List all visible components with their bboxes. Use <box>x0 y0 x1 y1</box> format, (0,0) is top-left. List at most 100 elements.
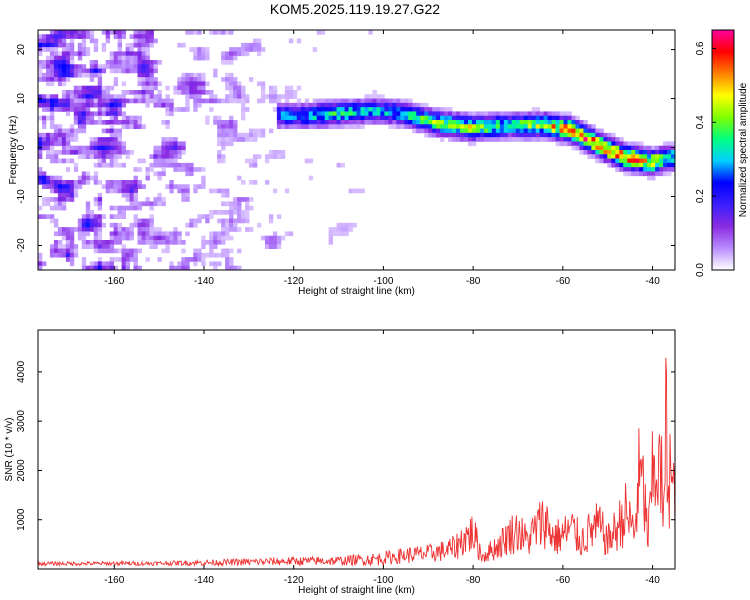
heatmap-cell <box>149 34 154 39</box>
heatmap-cell <box>113 115 119 121</box>
heatmap-cell <box>643 158 648 164</box>
heatmap-cell <box>101 248 107 254</box>
heatmap-cell <box>61 141 67 147</box>
heatmap-cell <box>237 51 242 57</box>
heatmap-cell <box>229 141 234 147</box>
heatmap-cell <box>252 154 258 159</box>
heatmap-cell <box>651 158 656 164</box>
heatmap-cell <box>292 102 298 108</box>
heatmap-cell <box>97 235 103 241</box>
heatmap-cell <box>73 145 79 151</box>
heatmap-cell <box>193 218 198 224</box>
heatmap-cell <box>487 124 493 129</box>
heatmap-cell <box>245 210 250 215</box>
heatmap-cell <box>193 248 198 254</box>
heatmap-cell <box>292 94 298 99</box>
heatmap-cell <box>392 120 397 125</box>
heatmap-cell <box>420 102 425 108</box>
heatmap-cell <box>519 120 525 125</box>
heatmap-cell <box>388 98 393 104</box>
heatmap-cell <box>117 150 123 155</box>
heatmap-cell <box>221 154 226 159</box>
heatmap-cell <box>65 128 71 134</box>
heatmap-cell <box>440 128 445 134</box>
heatmap-cell <box>93 214 99 219</box>
heatmap-cell <box>595 132 600 138</box>
heatmap-cell <box>93 102 99 108</box>
heatmap-cell <box>193 261 198 267</box>
heatmap-cell <box>483 124 489 129</box>
heatmap-cell <box>205 55 210 61</box>
heatmap-cell <box>113 231 119 237</box>
heatmap-cell <box>181 257 186 262</box>
heatmap-cell <box>567 124 572 129</box>
heatmap-cell <box>252 128 258 134</box>
heatmap-cell <box>579 124 584 129</box>
heatmap-cell <box>559 132 564 138</box>
heatmap-cell <box>635 150 640 155</box>
heatmap-cell <box>73 192 79 198</box>
heatmap-cell <box>280 154 286 159</box>
heatmap-cell <box>121 235 126 241</box>
heatmap-cell <box>539 132 545 138</box>
heatmap-cell <box>527 132 533 138</box>
heatmap-cell <box>471 141 477 147</box>
heatmap-cell <box>320 102 326 108</box>
heatmap-cell <box>113 188 119 194</box>
heatmap-cell <box>356 120 361 125</box>
heatmap-cell <box>41 64 47 69</box>
heatmap-cell <box>276 240 282 245</box>
heatmap-cell <box>121 115 126 121</box>
heatmap-cell <box>53 98 59 104</box>
snr-x-tick-label: -120 <box>284 575 304 586</box>
heatmap-cell <box>61 68 67 74</box>
spectrogram-y-label: Frequency (Hz) <box>8 116 19 185</box>
heatmap-cell <box>137 167 142 172</box>
heatmap-cell <box>296 124 302 129</box>
heatmap-cell <box>376 102 381 108</box>
heatmap-cell <box>245 158 250 164</box>
heatmap-cell <box>61 34 67 39</box>
heatmap-cell <box>547 124 552 129</box>
heatmap-cell <box>161 231 166 237</box>
heatmap-cell <box>284 115 290 121</box>
heatmap-cell <box>141 240 146 245</box>
colorbar-ticks: 0.00.20.40.6 <box>695 41 716 277</box>
heatmap-cell <box>65 30 71 35</box>
heatmap-cell <box>209 261 214 267</box>
heatmap-cell <box>647 158 652 164</box>
heatmap-cell <box>145 231 150 237</box>
heatmap-cell <box>125 120 130 125</box>
heatmap-cell <box>444 128 449 134</box>
heatmap-cell <box>189 77 194 82</box>
heatmap-cell <box>384 102 389 108</box>
heatmap-cell <box>41 60 47 65</box>
heatmap-cell <box>671 167 675 172</box>
heatmap-cell <box>61 94 67 99</box>
heatmap-cell <box>205 120 210 125</box>
heatmap-cell <box>249 205 254 211</box>
heatmap-cell <box>284 188 290 194</box>
heatmap-cell <box>256 42 262 48</box>
heatmap-cell <box>221 120 226 125</box>
heatmap-cell <box>85 180 91 185</box>
heatmap-cell <box>69 137 75 142</box>
heatmap-cell <box>77 180 83 185</box>
heatmap-cell <box>109 154 115 159</box>
heatmap-cell <box>149 77 154 82</box>
heatmap-cell <box>65 192 71 198</box>
heatmap-cell <box>197 47 202 52</box>
spectrogram-x-tick-label: -100 <box>373 276 393 287</box>
heatmap-cell <box>117 132 123 138</box>
heatmap-cell <box>671 145 675 151</box>
heatmap-cell <box>109 235 115 241</box>
heatmap-cell <box>97 111 103 117</box>
heatmap-cell <box>45 175 51 181</box>
heatmap-cell <box>340 115 345 121</box>
heatmap-cell <box>81 154 87 159</box>
heatmap-cell <box>543 128 548 134</box>
heatmap-cell <box>543 115 548 121</box>
heatmap-cell <box>109 68 115 74</box>
heatmap-cell <box>225 124 230 129</box>
heatmap-cell <box>169 261 174 267</box>
